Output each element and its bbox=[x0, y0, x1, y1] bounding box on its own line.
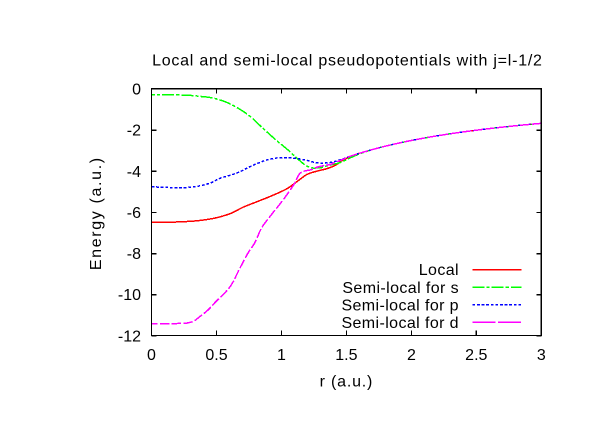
svg-text:r (a.u.): r (a.u.) bbox=[320, 374, 374, 391]
svg-text:Energy (a.u.): Energy (a.u.) bbox=[88, 156, 105, 270]
svg-text:-10: -10 bbox=[118, 287, 141, 304]
svg-text:Local and semi-local pseudopot: Local and semi-local pseudopotentials wi… bbox=[152, 52, 543, 69]
svg-text:Semi-local for d: Semi-local for d bbox=[341, 315, 459, 332]
svg-text:Semi-local for p: Semi-local for p bbox=[341, 297, 459, 314]
svg-text:Semi-local for s: Semi-local for s bbox=[342, 280, 459, 297]
svg-text:0.5: 0.5 bbox=[205, 347, 227, 364]
svg-text:Local: Local bbox=[419, 262, 459, 279]
svg-text:0: 0 bbox=[132, 82, 141, 99]
svg-text:1.5: 1.5 bbox=[335, 347, 357, 364]
svg-text:0: 0 bbox=[147, 347, 156, 364]
svg-text:-12: -12 bbox=[118, 328, 141, 345]
svg-text:1: 1 bbox=[277, 347, 286, 364]
svg-text:3: 3 bbox=[537, 347, 546, 364]
svg-text:2: 2 bbox=[407, 347, 416, 364]
svg-text:-6: -6 bbox=[127, 205, 141, 222]
svg-text:-2: -2 bbox=[127, 123, 141, 140]
svg-text:-8: -8 bbox=[127, 246, 141, 263]
svg-text:-4: -4 bbox=[127, 164, 141, 181]
svg-text:2.5: 2.5 bbox=[465, 347, 487, 364]
